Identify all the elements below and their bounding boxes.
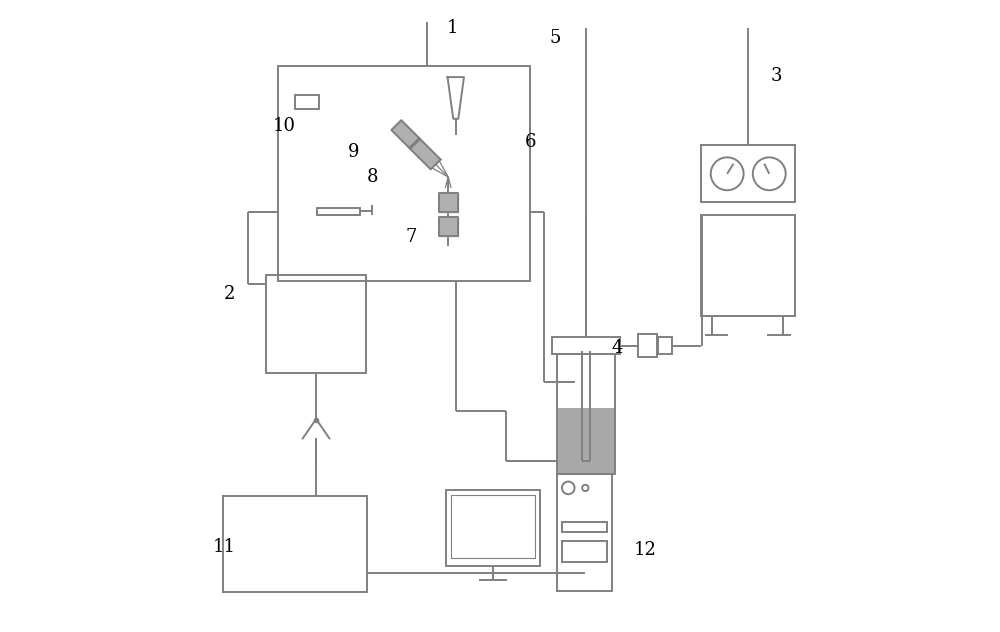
Text: 2: 2 (224, 285, 235, 303)
Bar (317, 208, 360, 215)
Bar (557, 408, 615, 474)
Text: 12: 12 (634, 541, 657, 559)
Bar (658, 337, 672, 354)
Text: 4: 4 (611, 339, 623, 356)
Bar (562, 542, 607, 562)
Text: 7: 7 (406, 228, 417, 246)
Bar (557, 354, 615, 474)
Bar (266, 275, 366, 373)
Bar (638, 334, 657, 357)
Bar (451, 495, 535, 558)
Text: 8: 8 (367, 168, 378, 186)
Polygon shape (391, 120, 420, 149)
Text: 5: 5 (550, 29, 561, 47)
Text: 1: 1 (447, 20, 458, 37)
Bar (557, 474, 612, 591)
Bar (446, 490, 540, 566)
Text: 11: 11 (212, 538, 235, 556)
Bar (701, 215, 795, 316)
Text: 3: 3 (771, 67, 783, 85)
Bar (562, 522, 607, 532)
Polygon shape (439, 217, 458, 236)
Bar (552, 337, 620, 354)
Bar (278, 66, 530, 281)
Text: 6: 6 (525, 133, 536, 151)
Polygon shape (409, 138, 441, 169)
Bar (223, 496, 367, 592)
Bar (701, 145, 795, 202)
Text: 10: 10 (272, 118, 295, 135)
Text: 9: 9 (348, 143, 359, 161)
Bar (295, 95, 319, 109)
Polygon shape (439, 193, 458, 212)
